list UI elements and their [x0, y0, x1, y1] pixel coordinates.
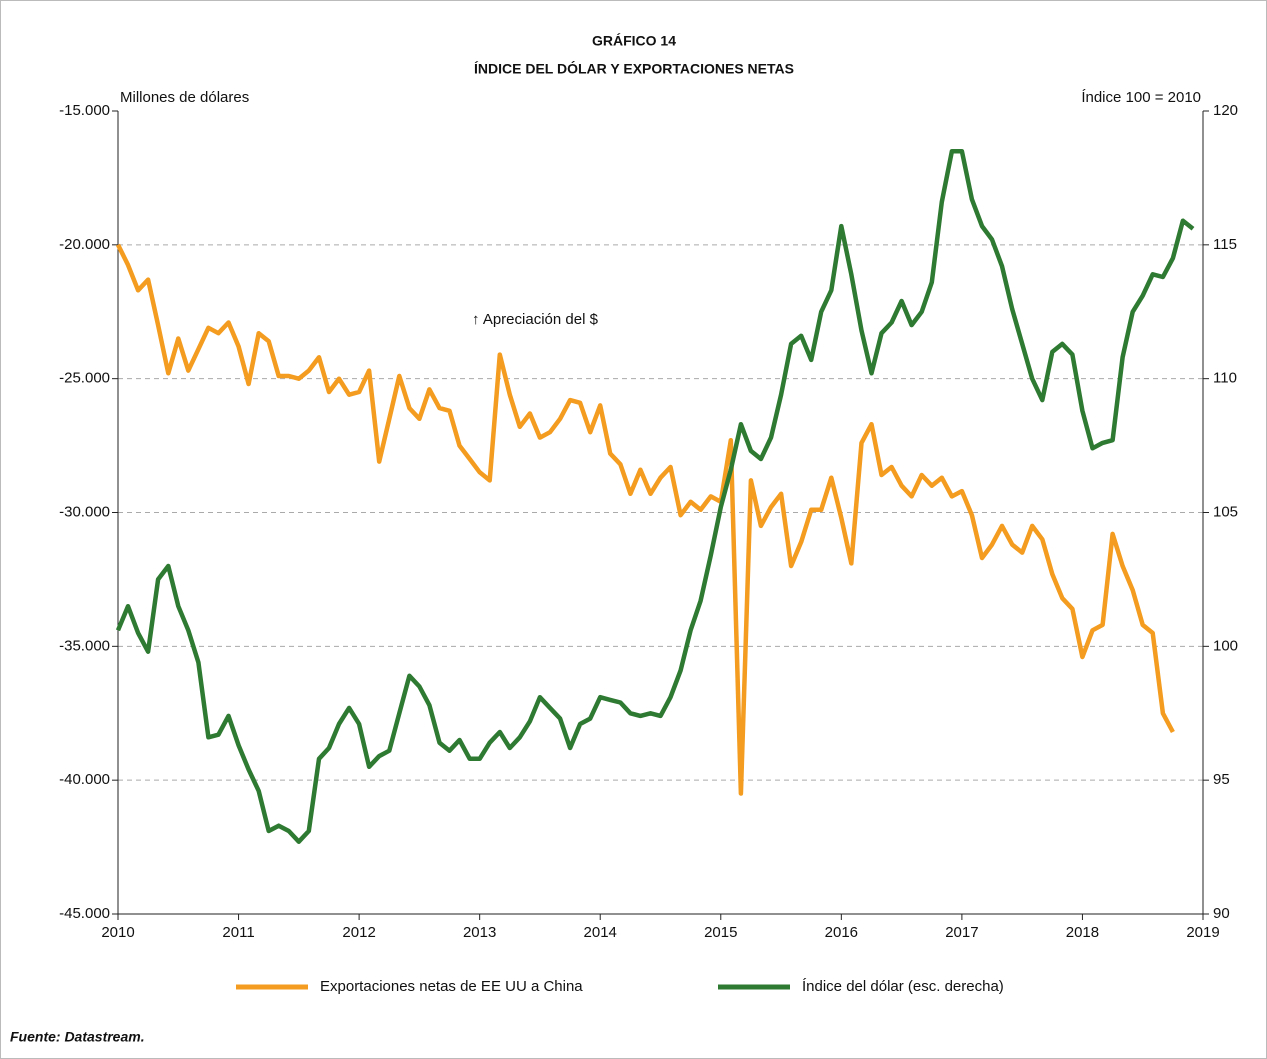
- y-tick-label: -20.000: [59, 236, 110, 253]
- x-tick-label: 2011: [222, 924, 254, 941]
- y-tick-label: -25.000: [59, 370, 110, 387]
- y-tick-label: -40.000: [59, 771, 110, 788]
- source: Fuente: Datastream.: [10, 1029, 145, 1045]
- x-tick-label: 2017: [945, 924, 978, 941]
- y-axis-label: Millones de dólares: [120, 89, 249, 106]
- y2-tick-label: 90: [1213, 905, 1230, 922]
- x-tick-label: 2012: [342, 924, 375, 941]
- chart-subtitle: ÍNDICE DEL DÓLAR Y EXPORTACIONES NETAS: [474, 60, 794, 77]
- annotation: ↑ Apreciación del $: [472, 311, 599, 328]
- series-line: [115, 148, 1195, 844]
- y2-tick-label: 110: [1213, 370, 1237, 387]
- y-tick-label: -30.000: [59, 503, 110, 520]
- y2-tick-label: 120: [1213, 102, 1238, 119]
- x-tick-label: 2019: [1186, 924, 1219, 941]
- y2-tick-label: 100: [1213, 637, 1238, 654]
- y2-axis-label: Índice 100 = 2010: [1081, 89, 1201, 106]
- y2-tick-label: 95: [1213, 771, 1230, 788]
- y-tick-label: -35.000: [59, 637, 110, 654]
- y2-tick-label: 115: [1213, 236, 1237, 253]
- series-line: [115, 243, 1175, 796]
- x-tick-label: 2014: [584, 924, 617, 941]
- x-tick-label: 2013: [463, 924, 496, 941]
- x-tick-label: 2016: [825, 924, 858, 941]
- y2-tick-label: 105: [1213, 503, 1238, 520]
- legend-label: Índice del dólar (esc. derecha): [802, 978, 1004, 995]
- x-tick-label: 2018: [1066, 924, 1099, 941]
- y-tick-label: -45.000: [59, 905, 110, 922]
- legend-label: Exportaciones netas de EE UU a China: [320, 978, 583, 995]
- x-tick-label: 2010: [101, 924, 134, 941]
- y-tick-label: -15.000: [59, 102, 110, 119]
- x-tick-label: 2015: [704, 924, 737, 941]
- chart-title: GRÁFICO 14: [592, 33, 676, 49]
